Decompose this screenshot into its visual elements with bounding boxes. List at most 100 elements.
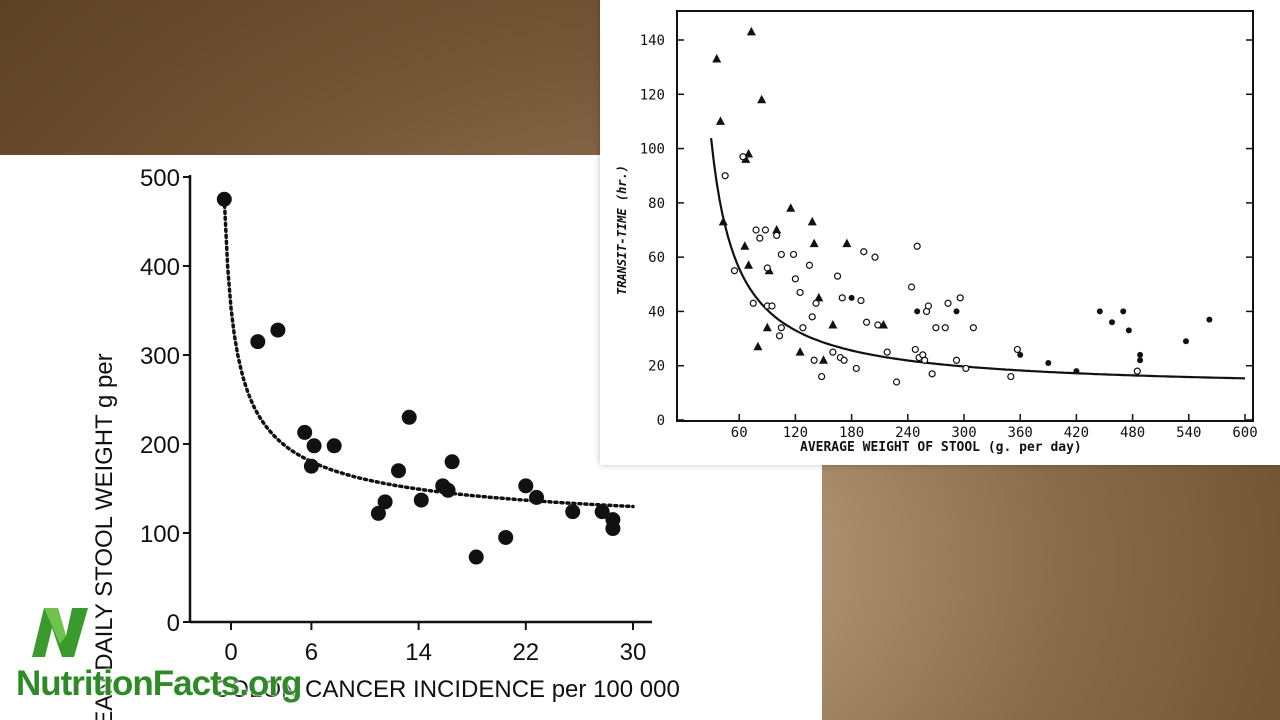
data-point [303,458,319,474]
triangle-point [842,238,852,248]
x-tick-label: 0 [224,639,237,666]
x-tick-label: 540 [1176,425,1201,441]
plot-frame [676,10,1254,422]
open-circle-point [805,261,814,269]
triangle-point [772,225,782,234]
triangle-point [786,203,796,212]
data-point [605,521,621,537]
x-tick-label: 14 [405,639,432,666]
triangle-point [744,149,754,158]
open-circle-point [777,250,785,259]
data-point [370,505,386,521]
x-tick-label: 60 [731,425,748,441]
triangle-point [807,216,817,226]
x-tick-label: 6 [305,639,318,666]
open-circle-point [810,356,818,364]
data-point [377,494,393,510]
triangle-point [809,238,819,248]
trend-curve [222,197,635,509]
x-tick-label: 30 [620,639,647,666]
data-point [250,334,266,350]
open-circle-point [928,370,936,378]
stool-weight-vs-cancer-chart: MEAN DAILY STOOL WEIGHT g per COLON CANC… [91,165,680,720]
logo-text: NutritionFacts.org [16,664,302,703]
open-circle-point [818,372,826,381]
data-point [270,322,286,338]
open-circle-point [871,253,879,261]
open-circle-point [840,356,848,364]
open-circle-point [1013,345,1021,354]
open-circle-point [952,356,961,364]
y-tick-label: 300 [140,343,180,370]
open-circle-point [911,345,919,354]
open-circle-point [777,324,785,332]
triangle-point [878,320,888,329]
open-circle-point [721,172,729,180]
y-axis-label: TRANSIT-TIME (hr.) [615,165,629,295]
triangle-point [762,322,772,332]
data-point [529,489,545,505]
y-tick-label: 60 [648,250,665,266]
triangle-point [746,26,756,36]
x-tick-label: 300 [951,425,976,441]
filled-circle-point [1182,338,1189,345]
open-circle-point [874,321,882,329]
open-circle-point [808,313,816,321]
open-circle-point [1133,367,1141,375]
data-point [565,504,581,520]
triangle-point [744,260,754,269]
open-circle-point [956,294,964,302]
open-circle-point [892,378,901,386]
triangle-point [712,54,722,63]
open-circle-point [789,250,798,259]
open-circle-point [749,299,757,307]
filled-circle-point [1017,351,1024,358]
nutritionfacts-logo[interactable] [14,602,314,712]
y-tick-label: 200 [140,432,180,459]
open-circle-point [730,267,739,275]
open-circle-point [752,226,760,234]
open-circle-point [838,294,846,302]
x-tick-label: 240 [895,425,920,441]
x-tick-label: 180 [839,425,864,441]
y-tick-label: 120 [640,87,665,103]
y-tick-label: 80 [648,196,665,212]
triangle-point [740,241,750,250]
data-point [444,454,460,470]
filled-circle-point [1096,308,1103,315]
y-tick-label: 0 [167,610,180,637]
data-point [401,409,417,425]
transit-time-vs-stool-weight-chart: TRANSIT-TIME (hr.) AVERAGE WEIGHT OF STO… [615,10,1258,455]
y-tick-label: 400 [140,254,180,281]
open-circle-point [944,299,952,307]
filled-circle-point [914,308,921,315]
open-circle-point [852,364,860,373]
y-tick-label: 40 [648,304,665,320]
open-circle-point [1007,372,1015,381]
open-circle-point [907,283,916,291]
triangle-point [715,116,725,125]
y-tick-label: 100 [640,142,665,158]
open-circle-point [799,324,807,332]
y-tick-label: 140 [640,33,665,49]
y-axis-label: MEAN DAILY STOOL WEIGHT g per [91,353,118,720]
filled-circle-point [1108,319,1115,326]
filled-circle-point [848,294,855,301]
filled-circle-point [1125,327,1132,334]
open-circle-point [924,302,933,310]
open-circle-point [775,332,784,340]
open-circle-point [962,364,970,373]
data-point [440,482,456,498]
y-tick-label: 500 [140,165,180,192]
x-tick-label: 420 [1064,425,1089,441]
y-tick-label: 100 [140,521,180,548]
open-circle-point [773,231,781,240]
open-circle-point [768,302,776,310]
x-axis-label: AVERAGE WEIGHT OF STOOL (g. per day) [800,440,1082,455]
data-point [326,438,342,454]
data-point [498,529,514,545]
triangle-point [718,216,728,226]
open-circle-point [761,226,770,234]
triangle-point [753,341,763,351]
triangle-point [757,94,767,104]
